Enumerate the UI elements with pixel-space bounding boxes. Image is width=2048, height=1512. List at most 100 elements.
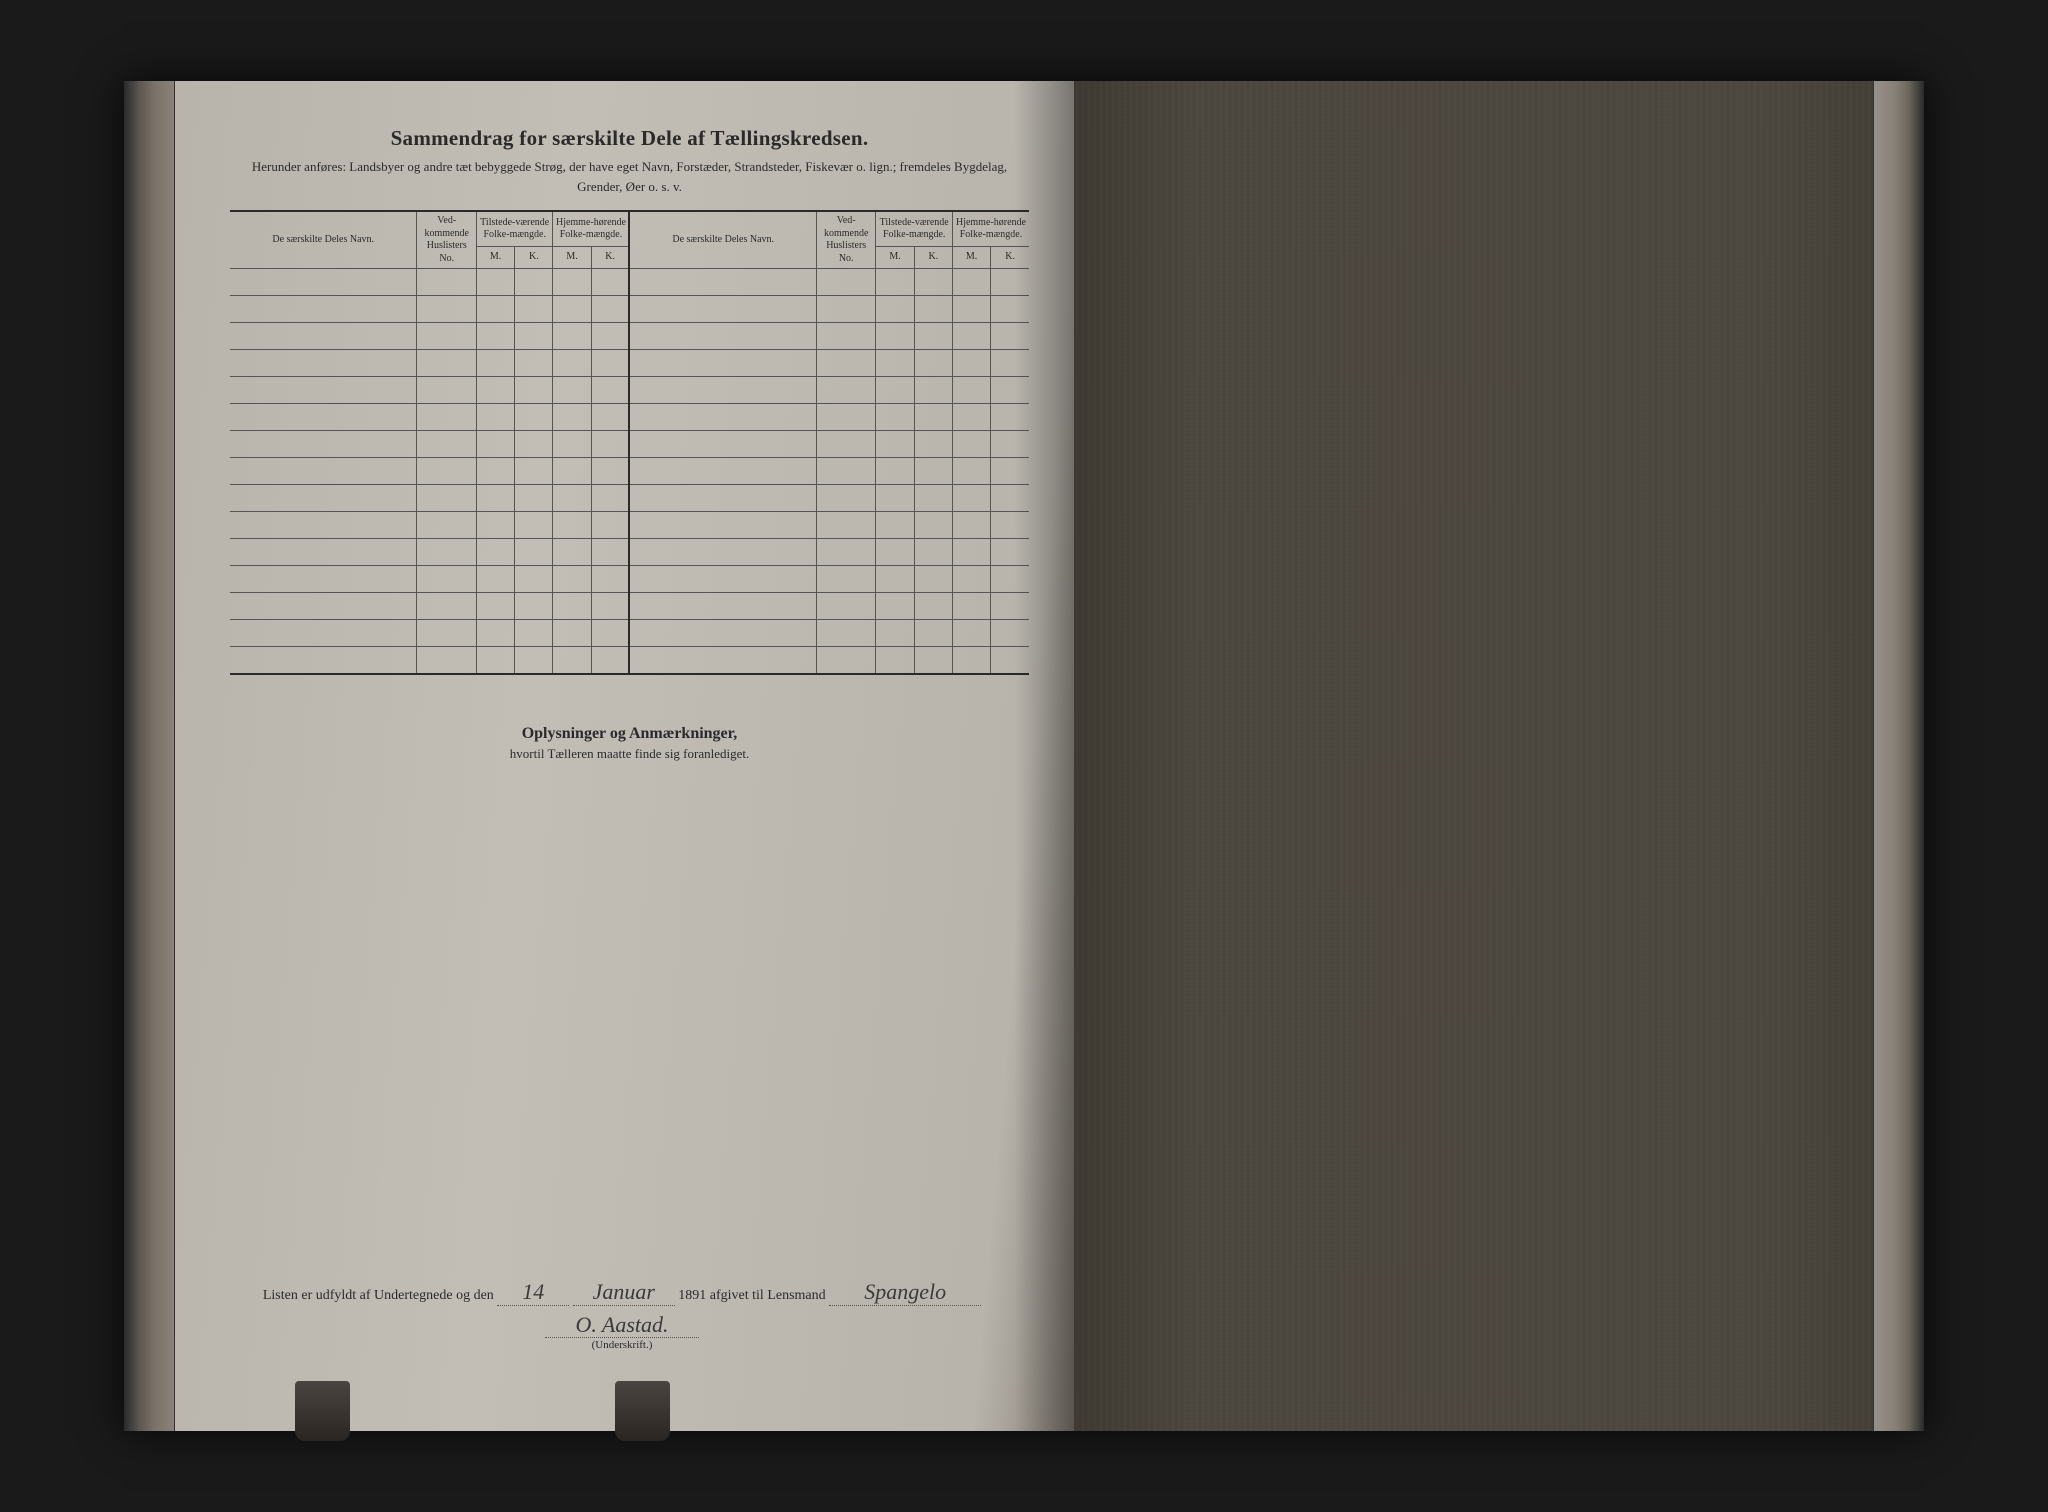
table-cell [553, 647, 591, 675]
table-row [230, 269, 1029, 296]
table-cell [515, 323, 553, 350]
table-cell [476, 485, 514, 512]
sig-month: Januar [573, 1279, 675, 1306]
table-cell [515, 485, 553, 512]
table-cell [816, 593, 875, 620]
col-m: M. [876, 247, 914, 269]
table-cell [952, 620, 990, 647]
table-cell [591, 458, 629, 485]
table-cell [629, 377, 816, 404]
table-cell [553, 431, 591, 458]
page-edge-left [124, 81, 175, 1431]
table-cell [553, 296, 591, 323]
table-cell [515, 269, 553, 296]
table-cell [230, 620, 417, 647]
table-cell [591, 323, 629, 350]
table-cell [230, 431, 417, 458]
table-cell [515, 296, 553, 323]
col-ved-1: Ved-kommende Huslisters No. [417, 211, 476, 269]
sig-day: 14 [497, 1279, 569, 1306]
table-row [230, 458, 1029, 485]
table-cell [591, 269, 629, 296]
table-cell [876, 269, 914, 296]
table-row [230, 512, 1029, 539]
col-m: M. [553, 247, 591, 269]
table-cell [991, 269, 1029, 296]
table-cell [952, 323, 990, 350]
table-cell [515, 431, 553, 458]
table-cell [515, 593, 553, 620]
table-cell [952, 431, 990, 458]
table-cell [952, 377, 990, 404]
sig-mid: afgivet til Lensmand [710, 1288, 826, 1303]
table-cell [991, 593, 1029, 620]
table-cell [591, 647, 629, 675]
table-cell [230, 377, 417, 404]
col-ved-2: Ved-kommende Huslisters No. [816, 211, 875, 269]
table-cell [816, 296, 875, 323]
table-cell [952, 404, 990, 431]
table-cell [476, 458, 514, 485]
table-cell [230, 539, 417, 566]
table-cell [991, 485, 1029, 512]
table-cell [417, 620, 476, 647]
table-cell [876, 566, 914, 593]
census-table: De særskilte Deles Navn. Ved-kommende Hu… [230, 210, 1029, 675]
table-cell [629, 512, 816, 539]
table-cell [876, 296, 914, 323]
table-cell [629, 296, 816, 323]
book-clip-icon [615, 1381, 670, 1441]
table-cell [476, 593, 514, 620]
table-body [230, 269, 1029, 675]
table-cell [476, 647, 514, 675]
sig-lensmand: Spangelo [829, 1279, 981, 1306]
table-cell [816, 350, 875, 377]
table-cell [629, 620, 816, 647]
table-cell [952, 350, 990, 377]
table-cell [230, 323, 417, 350]
table-row [230, 647, 1029, 675]
table-cell [230, 350, 417, 377]
table-cell [914, 485, 952, 512]
col-k: K. [515, 247, 553, 269]
table-cell [816, 458, 875, 485]
table-row [230, 323, 1029, 350]
table-cell [876, 620, 914, 647]
table-cell [629, 539, 816, 566]
table-cell [952, 458, 990, 485]
table-cell [515, 458, 553, 485]
table-cell [991, 377, 1029, 404]
table-row [230, 593, 1029, 620]
table-row [230, 296, 1029, 323]
table-cell [816, 404, 875, 431]
table-cell [914, 458, 952, 485]
col-m: M. [952, 247, 990, 269]
table-cell [876, 512, 914, 539]
table-cell [553, 539, 591, 566]
table-cell [629, 350, 816, 377]
table-cell [476, 296, 514, 323]
table-cell [417, 296, 476, 323]
table-cell [417, 377, 476, 404]
table-cell [476, 323, 514, 350]
table-cell [591, 485, 629, 512]
notes-subtitle: hvortil Tælleren maatte finde sig foranl… [230, 746, 1029, 762]
table-cell [816, 620, 875, 647]
notes-title: Oplysninger og Anmærkninger, [230, 725, 1029, 743]
table-cell [553, 566, 591, 593]
table-cell [553, 269, 591, 296]
table-cell [914, 269, 952, 296]
table-row [230, 620, 1029, 647]
table-cell [230, 566, 417, 593]
table-cell [991, 431, 1029, 458]
book-clip-icon [295, 1381, 350, 1441]
table-cell [952, 269, 990, 296]
col-tilstede-2: Tilstede-værende Folke-mængde. [876, 211, 953, 247]
right-page-blank [1074, 81, 1873, 1431]
col-tilstede-1: Tilstede-værende Folke-mængde. [476, 211, 553, 247]
table-row [230, 485, 1029, 512]
table-cell [476, 539, 514, 566]
table-cell [914, 620, 952, 647]
table-cell [991, 323, 1029, 350]
table-cell [816, 566, 875, 593]
